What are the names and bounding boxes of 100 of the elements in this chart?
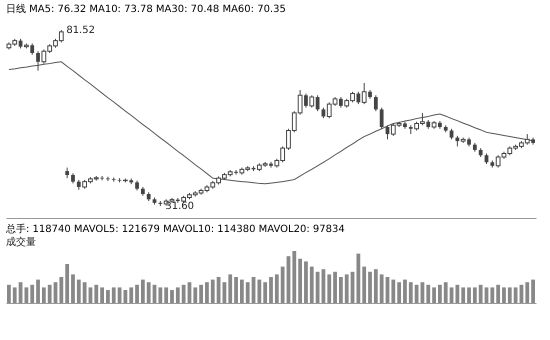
bar <box>65 264 70 303</box>
bar <box>408 282 413 303</box>
bar <box>461 287 466 303</box>
bar <box>158 287 162 303</box>
annotation: 81.52 <box>66 25 95 36</box>
text: 成交量 <box>6 236 36 248</box>
bar <box>152 284 156 303</box>
bar <box>12 287 17 303</box>
chart-title: 总手: 118740 MAVOL5: 121679 MAVOL10: 114380 MAVOL20: 97834 <box>5 223 345 235</box>
bar <box>269 277 273 303</box>
bar <box>356 254 360 303</box>
bar <box>30 284 34 303</box>
bar <box>82 282 87 303</box>
bar <box>432 287 436 303</box>
bar <box>118 287 122 303</box>
bar <box>286 256 290 303</box>
bar <box>18 282 22 303</box>
bar <box>298 258 302 303</box>
bar <box>338 277 343 303</box>
candlestick <box>374 94 378 112</box>
bar <box>176 287 180 303</box>
bar <box>502 287 506 303</box>
bar <box>193 287 198 303</box>
bar <box>484 287 488 303</box>
bar <box>467 287 471 303</box>
candlestick <box>450 128 454 140</box>
bar <box>222 282 226 303</box>
candlestick <box>71 172 75 184</box>
candlestick <box>65 167 70 179</box>
bar <box>280 266 285 303</box>
bar <box>420 282 424 303</box>
bar <box>397 282 402 303</box>
bar <box>170 290 174 303</box>
bar <box>490 287 494 303</box>
bar <box>333 272 337 303</box>
bar <box>36 280 40 303</box>
bar <box>368 272 372 303</box>
bar <box>205 282 209 303</box>
bar <box>263 282 268 303</box>
candlestick <box>484 152 488 165</box>
bar <box>100 287 104 303</box>
bar <box>438 284 442 303</box>
bar <box>472 287 477 303</box>
bar <box>164 287 168 303</box>
bar <box>216 277 220 303</box>
bar <box>525 282 530 303</box>
bar <box>129 287 134 303</box>
bar <box>182 284 186 303</box>
candlestick <box>380 107 384 130</box>
bar <box>48 284 52 303</box>
bar <box>252 277 256 303</box>
bar <box>444 282 448 303</box>
bar <box>496 284 500 303</box>
chart-title: 日线 MA5: 76.32 MA10: 73.78 MA30: 70.48 MA60: 70.35 <box>6 3 286 15</box>
bar <box>292 251 296 303</box>
bar <box>88 287 92 303</box>
bar <box>234 277 238 303</box>
bar <box>455 284 460 303</box>
bar <box>7 284 11 303</box>
bar <box>426 284 430 303</box>
bar <box>188 282 192 303</box>
bar <box>274 274 279 303</box>
bar <box>350 272 354 303</box>
bar <box>380 274 384 303</box>
bar <box>59 277 64 303</box>
bar <box>403 280 407 303</box>
bar <box>514 287 518 303</box>
bar <box>310 266 314 303</box>
bar <box>246 282 250 303</box>
bar <box>531 280 535 303</box>
bar <box>322 269 326 303</box>
bar <box>257 280 262 303</box>
bar <box>386 277 390 303</box>
bar <box>76 280 81 303</box>
bar <box>508 287 512 303</box>
bar <box>414 284 418 303</box>
bar <box>520 284 524 303</box>
bar <box>24 287 28 303</box>
candlestick <box>135 180 139 191</box>
bar <box>71 274 75 303</box>
bar <box>240 280 244 303</box>
bar <box>478 284 483 303</box>
annotation: 31.60 <box>165 201 194 212</box>
bar <box>54 282 58 303</box>
bar <box>327 274 332 303</box>
bar <box>135 284 139 303</box>
bar <box>210 280 215 303</box>
bar <box>199 284 204 303</box>
bar <box>94 284 98 303</box>
bar <box>146 282 151 303</box>
bar <box>140 280 145 303</box>
bar <box>106 290 110 303</box>
bar <box>374 269 378 303</box>
bar <box>304 261 308 303</box>
bar <box>228 274 232 303</box>
bar <box>450 287 454 303</box>
bar <box>112 287 116 303</box>
bar <box>316 272 320 303</box>
bar <box>362 266 366 303</box>
bar <box>344 274 349 303</box>
